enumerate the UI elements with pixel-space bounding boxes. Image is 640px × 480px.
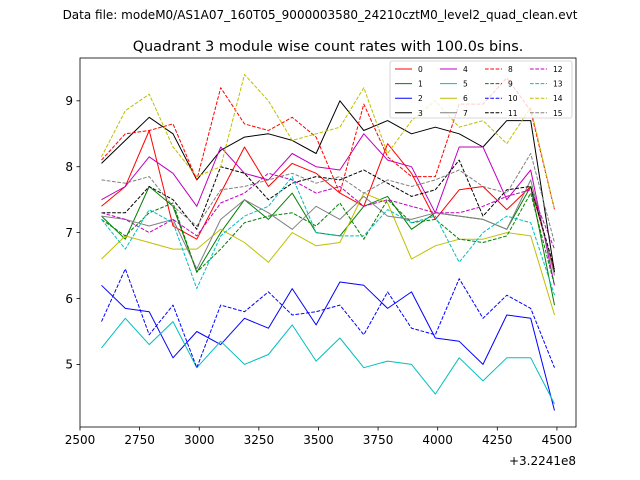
axes-frame xyxy=(79,57,577,428)
legend-label-14: 14 xyxy=(553,94,563,103)
legend-label-15: 15 xyxy=(553,109,563,118)
legend-label-6: 6 xyxy=(463,94,468,103)
series-9-line xyxy=(101,192,555,286)
axes xyxy=(79,57,577,428)
x-offset-label: +3.2241e8 xyxy=(509,454,576,468)
series-11-line xyxy=(101,159,555,270)
x-tick-label: 4000 xyxy=(422,433,453,447)
x-tick-label: 3750 xyxy=(363,433,394,447)
legend-label-13: 13 xyxy=(553,80,563,89)
legend-label-12: 12 xyxy=(553,65,563,74)
y-tick-label: 8 xyxy=(65,160,73,174)
y-tick-label: 7 xyxy=(65,226,73,240)
series-10-line xyxy=(101,268,555,369)
series-13-line xyxy=(101,176,555,296)
legend-label-5: 5 xyxy=(463,80,468,89)
legend-label-4: 4 xyxy=(463,65,468,74)
x-tick-label: 3000 xyxy=(184,433,215,447)
x-tick-label: 4250 xyxy=(482,433,513,447)
x-tick-label: 4500 xyxy=(542,433,573,447)
series-3-line xyxy=(101,100,555,273)
y-tick-label: 9 xyxy=(65,94,73,108)
legend-label-1: 1 xyxy=(418,80,423,89)
series-4-line xyxy=(101,133,555,286)
x-tick-label: 2500 xyxy=(65,433,96,447)
legend-label-2: 2 xyxy=(418,94,423,103)
ticks: 2500 2750 3000 3250 3500 3750 4000 4250 4500 5 6 7 8… xyxy=(65,94,572,447)
series-12-line xyxy=(101,172,555,250)
legend-label-8: 8 xyxy=(508,65,513,74)
chart-title: Quadrant 3 module wise count rates with … xyxy=(133,39,524,55)
legend-box xyxy=(389,60,573,119)
legend-label-11: 11 xyxy=(508,109,518,118)
series-6-line xyxy=(101,192,555,316)
series-layer xyxy=(101,74,555,411)
data-file-label: Data file: modeM0/AS1A07_160T05_90000035… xyxy=(63,8,578,22)
series-5-line xyxy=(101,317,555,405)
x-tick-label: 3500 xyxy=(303,433,334,447)
legend-label-0: 0 xyxy=(418,65,423,74)
series-15-line xyxy=(101,153,555,243)
x-tick-label: 2750 xyxy=(124,433,155,447)
legend-label-7: 7 xyxy=(463,109,468,118)
series-14-line xyxy=(101,74,555,210)
y-tick-label: 5 xyxy=(65,358,73,372)
series-7-line xyxy=(101,179,555,276)
legend-label-10: 10 xyxy=(508,94,518,103)
series-2-line xyxy=(101,281,555,411)
x-tick-label: 3250 xyxy=(244,433,275,447)
y-tick-label: 6 xyxy=(65,292,73,306)
legend-label-3: 3 xyxy=(418,109,423,118)
legend-label-9: 9 xyxy=(508,80,513,89)
